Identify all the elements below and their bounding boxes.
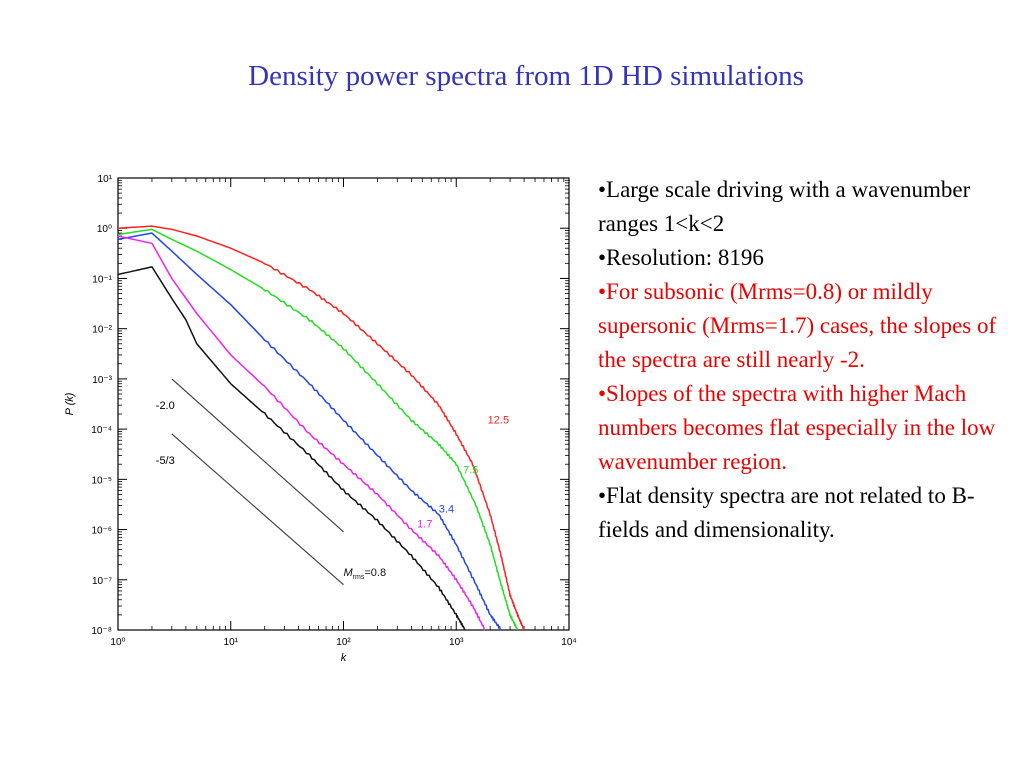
mach-label: Mrms=0.8 xyxy=(344,567,387,581)
y-tick-label: 10⁻² xyxy=(92,325,112,336)
reference-slope-line xyxy=(171,433,344,586)
bullet-item: •Large scale driving with a wavenumber r… xyxy=(598,177,971,236)
power-spectrum-chart: 10⁰ 10¹ 10² 10³ 10⁴ 10¹ 10⁰ 10⁻¹ 10⁻² 10⁻³ 10⁻⁴ 10⁻… xyxy=(64,174,577,664)
reference-slope-line xyxy=(171,378,344,533)
y-tick-label: 10⁻⁴ xyxy=(91,425,112,436)
x-tick-label: 10² xyxy=(336,637,351,648)
series-annotation: 3.4 xyxy=(439,503,454,515)
y-tick-label: 10⁻¹ xyxy=(92,274,112,285)
x-tick-label: 10³ xyxy=(449,637,464,648)
y-axis-label: P (k) xyxy=(64,392,76,415)
slide-title: Density power spectra from 1D HD simulat… xyxy=(248,60,804,92)
bullet-item: •Resolution: 8196 xyxy=(598,245,764,270)
series-line xyxy=(117,266,466,631)
y-tick-label: 10⁻³ xyxy=(92,375,112,386)
series-line xyxy=(117,235,486,631)
x-tick-label: 10⁰ xyxy=(110,637,125,648)
y-tick-label: 10⁰ xyxy=(97,224,112,235)
bullet-item: •Slopes of the spectra with higher Mach … xyxy=(598,381,996,474)
bullet-list: •Large scale driving with a wavenumber r… xyxy=(598,173,998,547)
bullet-item: •For subsonic (Mrms=0.8) or mildly super… xyxy=(598,279,997,372)
x-tick-label: 10¹ xyxy=(224,637,239,648)
series-annotation: 12.5 xyxy=(488,414,509,426)
y-tick-label: 10⁻⁶ xyxy=(91,526,112,537)
series-annotation: 1.7 xyxy=(417,518,432,530)
reference-slope-label: -2.0 xyxy=(156,400,175,412)
bullet-item: •Flat density spectra are not related to… xyxy=(598,483,975,542)
y-tick-label: 10⁻⁸ xyxy=(91,626,112,637)
series-annotation: 7.5 xyxy=(463,465,478,477)
y-tick-label: 10⁻⁵ xyxy=(91,475,112,486)
x-axis-label: k xyxy=(341,652,347,664)
series-line xyxy=(117,232,502,631)
x-tick-label: 10⁴ xyxy=(561,637,576,648)
reference-slope-label: -5/3 xyxy=(156,455,175,467)
y-tick-label: 10⁻⁷ xyxy=(92,576,112,587)
series-line xyxy=(117,225,525,631)
series-line xyxy=(117,228,519,631)
y-tick-label: 10¹ xyxy=(98,174,113,185)
